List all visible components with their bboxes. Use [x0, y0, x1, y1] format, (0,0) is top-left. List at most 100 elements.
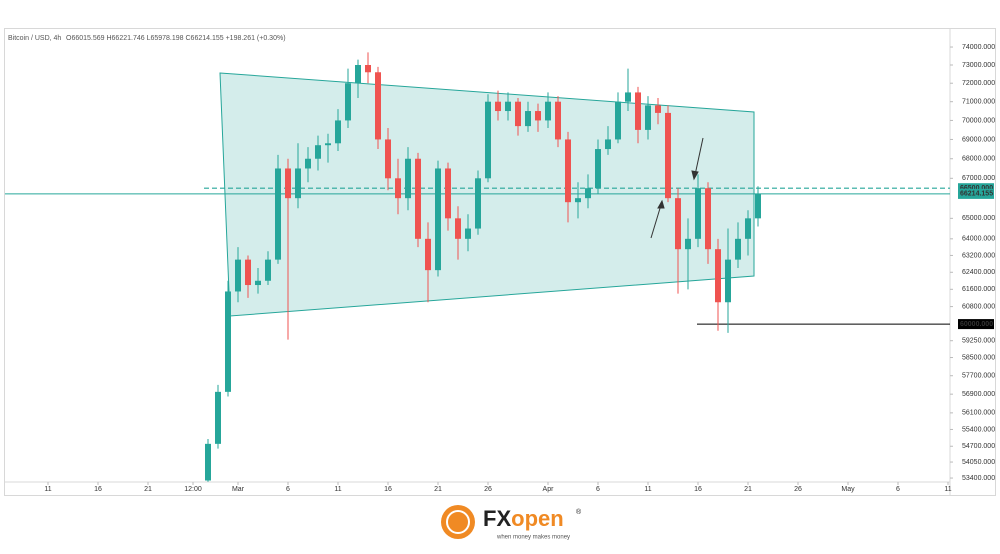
candle-body [535, 111, 541, 121]
candle-body [385, 139, 391, 179]
x-tick-label: 16 [94, 486, 102, 493]
candle-body [245, 259, 251, 286]
y-tick-label: 56900.000 [962, 391, 995, 398]
candle-body [685, 238, 691, 250]
y-tick-label: 70000.000 [962, 117, 995, 124]
candle-body [425, 238, 431, 271]
x-tick-label: 21 [744, 486, 752, 493]
candle-body [345, 83, 351, 121]
candle-body [675, 198, 681, 250]
candle-body [515, 101, 521, 127]
chart-frame [4, 28, 996, 496]
candle-body [225, 291, 231, 392]
candle-body [565, 139, 571, 203]
x-tick-label: May [841, 486, 855, 493]
x-tick-label: 11 [44, 486, 51, 493]
resistance-line-label: 66500.000 [960, 185, 993, 192]
x-tick-label: 11 [944, 486, 951, 493]
y-tick-label: 60800.000 [962, 303, 995, 310]
y-tick-label: 63200.000 [962, 252, 995, 259]
candle-body [695, 188, 701, 239]
candle-body [215, 391, 221, 444]
y-tick-label: 53400.000 [962, 475, 995, 482]
support-line-tag [958, 319, 994, 330]
candle-body [665, 112, 671, 199]
x-tick-label: 6 [596, 486, 600, 493]
candle-body [585, 188, 591, 199]
candle-body [205, 443, 211, 481]
logo-mark-inner [446, 510, 470, 534]
candle-body [405, 158, 411, 199]
candle-body [255, 280, 261, 286]
candle-body [495, 101, 501, 112]
candle-body [305, 158, 311, 169]
candle-body [635, 92, 641, 130]
candle-body [705, 188, 711, 250]
y-tick-label: 54700.000 [962, 443, 995, 450]
y-tick-label: 72000.000 [962, 80, 995, 87]
y-tick-label: 55400.000 [962, 426, 995, 433]
candle-body [555, 101, 561, 140]
y-tick-label: 54050.000 [962, 459, 995, 466]
candle-body [325, 143, 331, 146]
y-tick-label: 57700.000 [962, 373, 995, 380]
chart-title: Bitcoin / USD, 4h [8, 35, 61, 42]
support-line-label: 60000.000 [960, 321, 993, 328]
x-tick-label: Mar [232, 486, 245, 493]
candle-body [655, 105, 661, 113]
tagline: when money makes money [496, 535, 570, 541]
x-tick-label: Apr [543, 486, 555, 493]
y-tick-label: 73000.000 [962, 62, 995, 69]
candle-body [725, 259, 731, 303]
ohlc-text: O66015.569 H66221.746 L65978.198 C66214.… [66, 35, 286, 42]
candle-body [615, 101, 621, 140]
candle-body [355, 65, 361, 84]
candle-body [715, 249, 721, 303]
y-tick-label: 56100.000 [962, 410, 995, 417]
candle-body [365, 65, 371, 73]
y-tick-label: 69000.000 [962, 136, 995, 143]
candle-body [435, 168, 441, 271]
candle-body [625, 92, 631, 102]
candle-body [455, 218, 461, 239]
candle-body [645, 105, 651, 130]
candle-body [445, 168, 451, 219]
x-tick-label: 26 [484, 486, 492, 493]
candle-body [745, 218, 751, 239]
x-tick-label: 11 [644, 486, 651, 493]
candle-body [235, 259, 241, 292]
y-tick-label: 68000.000 [962, 156, 995, 163]
y-tick-label: 67000.000 [962, 175, 995, 182]
candle-body [315, 145, 321, 159]
y-tick-label: 59250.000 [962, 338, 995, 345]
brand-fx: FX [483, 506, 511, 531]
candle-body [265, 259, 271, 281]
registered: ® [576, 508, 582, 516]
candle-body [375, 72, 381, 140]
brand: FXopen [483, 506, 564, 531]
y-tick-label: 64000.000 [962, 236, 995, 243]
annotation-arrows [650, 137, 704, 239]
x-tick-label: 11 [334, 486, 341, 493]
y-tick-label: 71000.000 [962, 99, 995, 106]
candle-body [335, 120, 341, 144]
candle-body [275, 168, 281, 260]
brand-open: open [511, 506, 564, 531]
candle-body [485, 101, 491, 179]
y-tick-label: 65000.000 [962, 215, 995, 222]
x-tick-label: 16 [694, 486, 702, 493]
resistance-line-tag [958, 183, 994, 194]
x-tick-label: 21 [144, 486, 152, 493]
candle-body [575, 198, 581, 203]
x-tick-label: 26 [794, 486, 802, 493]
y-tick-label: 61600.000 [962, 286, 995, 293]
candle-body [505, 101, 511, 112]
x-tick-label: 16 [384, 486, 392, 493]
x-tick-label: 6 [896, 486, 900, 493]
candle-body [475, 178, 481, 229]
candle-body [595, 149, 601, 189]
y-tick-label: 62400.000 [962, 269, 995, 276]
